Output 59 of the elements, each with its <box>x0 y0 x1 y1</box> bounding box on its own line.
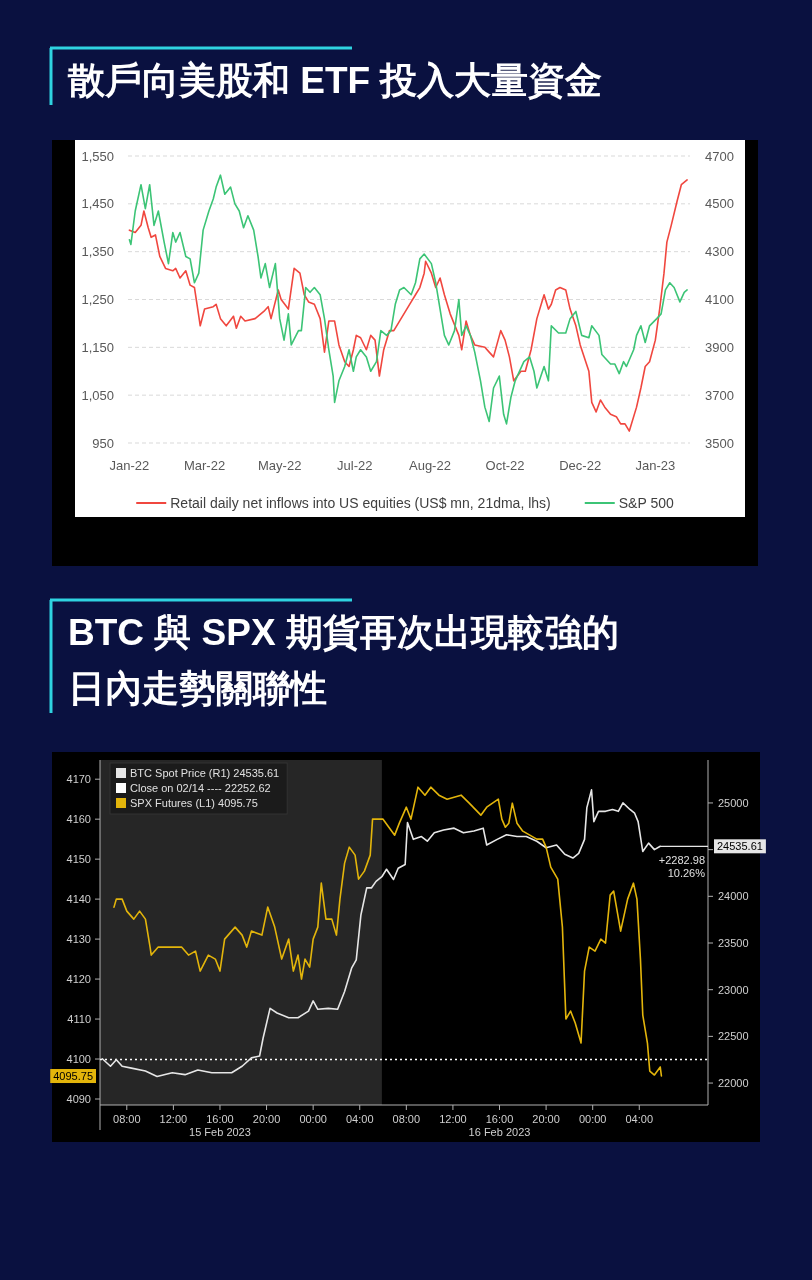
annotation: +2282.98 10.26% <box>658 854 706 880</box>
x-tick-label: Dec-22 <box>559 457 602 473</box>
y-tick-label: 950 <box>92 435 114 451</box>
y2-tick-label: 23000 <box>718 983 749 996</box>
y-tick-label: 4130 <box>66 932 91 945</box>
y-tick-label: 4170 <box>66 773 91 786</box>
y-tick-label: 4100 <box>66 1052 91 1065</box>
y2-tick-label: 4500 <box>705 196 734 212</box>
y-tick-label: 1,550 <box>81 148 114 164</box>
y2-tick-label: 4300 <box>705 244 734 260</box>
chart-title: 散戶向美股和 ETF 投入大量資金 <box>67 60 603 101</box>
x-tick-label: Jul-22 <box>337 457 373 473</box>
y2-tick-label: 25000 <box>718 796 749 809</box>
x-tick-label: Aug-22 <box>408 457 451 473</box>
legend-label: S&P 500 <box>618 495 674 511</box>
text: 4095.75 <box>53 1070 93 1083</box>
y-tick-label: 1,150 <box>81 339 114 355</box>
x-tick-label: 20:00 <box>532 1112 560 1125</box>
x-tick-label: 04:00 <box>345 1112 374 1125</box>
x-tick-label: Jan-23 <box>635 457 676 473</box>
y2-tick-label: 22000 <box>718 1076 749 1089</box>
x-tick-label: 16:00 16 Feb 2023 <box>468 1112 531 1138</box>
x-tick-label: 00:00 <box>299 1112 327 1125</box>
y2-tick-label: 4100 <box>705 292 734 308</box>
legend-label: Retail daily net inflows into US equities (US$ mn, 21dma, lhs) <box>170 495 551 511</box>
y2-tick-label: 24000 <box>718 890 749 903</box>
x-tick-label: 08:00 <box>392 1112 421 1125</box>
x-tick-label: 20:00 <box>252 1112 281 1125</box>
x-tick-label: Mar-22 <box>183 457 226 473</box>
y2-tick-label: 3700 <box>705 387 734 403</box>
y-tick-label: 1,350 <box>81 244 114 260</box>
x-tick-label: Oct-22 <box>485 457 525 473</box>
text: 24535.61 <box>717 840 763 853</box>
y-tick-label: 4090 <box>66 1092 91 1105</box>
legend-label: SPX Futures (L1) 4095.75 <box>130 797 258 809</box>
y-tick-label: 4160 <box>66 813 91 826</box>
x-tick-label: Jan-22 <box>109 457 150 473</box>
y2-tick-label: 23500 <box>718 936 749 949</box>
x-tick-label: May-22 <box>258 457 302 473</box>
y-tick-label: 4150 <box>66 852 91 865</box>
legend-label: Close on 02/14 ---- 22252.62 <box>130 782 271 794</box>
x-tick-label: 00:00 <box>578 1112 607 1125</box>
x-tick-label: 12:00 <box>439 1112 467 1125</box>
x-tick-label: 16:00 15 Feb 2023 <box>189 1112 251 1138</box>
y-tick-label: 4120 <box>66 972 91 985</box>
y-tick-label: 1,250 <box>81 292 114 308</box>
y2-tick-label: 3900 <box>705 339 734 355</box>
x-tick-label: 08:00 <box>113 1112 141 1125</box>
y2-tick-label: 22500 <box>718 1030 749 1043</box>
y-tick-label: 1,050 <box>81 387 114 403</box>
x-tick-label: 12:00 <box>159 1112 188 1125</box>
y-tick-label: 4110 <box>67 1012 91 1025</box>
y-tick-label: 1,450 <box>81 196 114 212</box>
legend-label: BTC Spot Price (R1) 24535.61 <box>130 767 280 779</box>
chart-title: BTC 與 SPX 期貨再次出現較強的日內走勢關聯性 <box>68 612 619 709</box>
y2-tick-label: 4700 <box>705 148 734 164</box>
y2-tick-label: 3500 <box>705 435 734 451</box>
x-tick-label: 04:00 <box>625 1112 654 1125</box>
y-tick-label: 4140 <box>66 892 91 905</box>
